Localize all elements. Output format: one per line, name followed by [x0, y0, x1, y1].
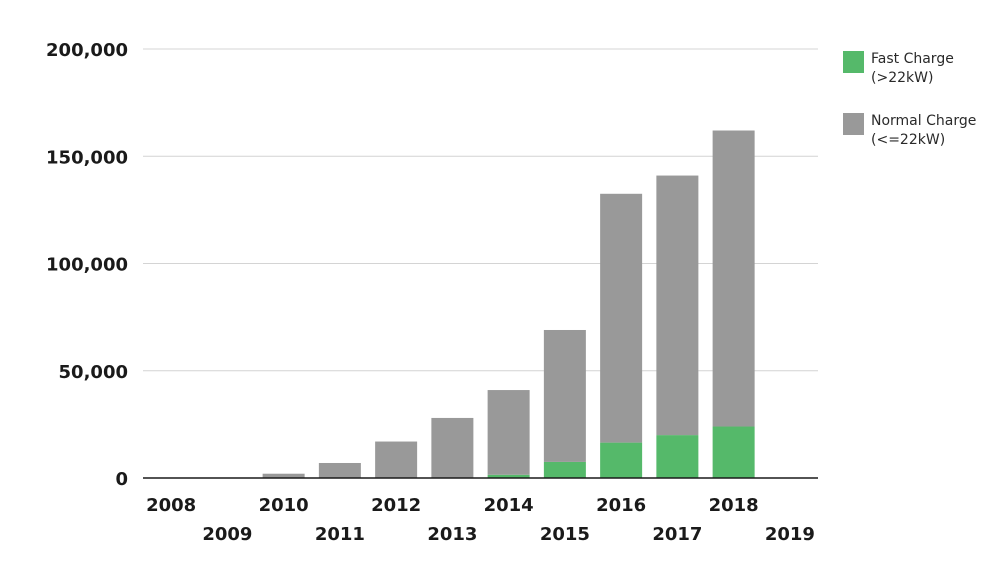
- bar-normal-charge-2013: [431, 417, 474, 478]
- bar-normal-charge-2011: [318, 462, 361, 478]
- bar-normal-charge-2012: [375, 441, 418, 478]
- x-tick-label: 2019: [765, 524, 815, 545]
- x-tick-label: 2016: [596, 495, 646, 516]
- bar-normal-charge-2010: [262, 473, 305, 478]
- bars: [262, 130, 755, 478]
- gridlines: [143, 48, 818, 372]
- x-tick-label: 2013: [427, 524, 477, 545]
- legend-label-normal-charge: (<=22kW): [871, 132, 945, 148]
- legend-swatch-normal-charge: [843, 113, 864, 135]
- bar-normal-charge-2015: [543, 329, 586, 462]
- bar-normal-charge-2016: [600, 193, 643, 443]
- bar-fast-charge-2017: [656, 435, 699, 478]
- bar-fast-charge-2015: [543, 461, 586, 478]
- x-tick-label: 2008: [146, 495, 196, 516]
- legend-swatch-fast-charge: [843, 51, 864, 73]
- x-tick-label: 2017: [652, 524, 702, 545]
- bar-fast-charge-2018: [712, 426, 755, 478]
- y-tick-label: 50,000: [59, 362, 128, 383]
- bar-fast-charge-2016: [600, 442, 643, 478]
- bar-normal-charge-2014: [487, 390, 530, 475]
- x-tick-label: 2010: [259, 495, 309, 516]
- y-tick-label: 0: [115, 469, 128, 490]
- bar-normal-charge-2017: [656, 175, 699, 436]
- legend-label-fast-charge: (>22kW): [871, 70, 933, 86]
- x-tick-label: 2015: [540, 524, 590, 545]
- legend-label-fast-charge: Fast Charge: [871, 51, 954, 67]
- y-axis-tick-labels: 0 50,000 100,000 150,000 200,000: [46, 40, 128, 490]
- x-axis-tick-labels: 2008 2009 2010 2011 2012 2013 2014 2015 2016 2017…: [146, 495, 815, 545]
- bar-normal-charge-2018: [712, 130, 755, 427]
- x-tick-label: 2018: [709, 495, 759, 516]
- x-tick-label: 2012: [371, 495, 421, 516]
- y-tick-label: 200,000: [46, 40, 128, 61]
- legend: Fast Charge (>22kW) Normal Charge (<=22kW): [843, 51, 976, 148]
- y-tick-label: 150,000: [46, 147, 128, 168]
- y-tick-label: 100,000: [46, 255, 128, 276]
- legend-label-normal-charge: Normal Charge: [871, 113, 976, 129]
- x-tick-label: 2009: [202, 524, 252, 545]
- x-tick-label: 2014: [484, 495, 534, 516]
- bar-fast-charge-2014: [487, 474, 530, 478]
- x-tick-label: 2011: [315, 524, 365, 545]
